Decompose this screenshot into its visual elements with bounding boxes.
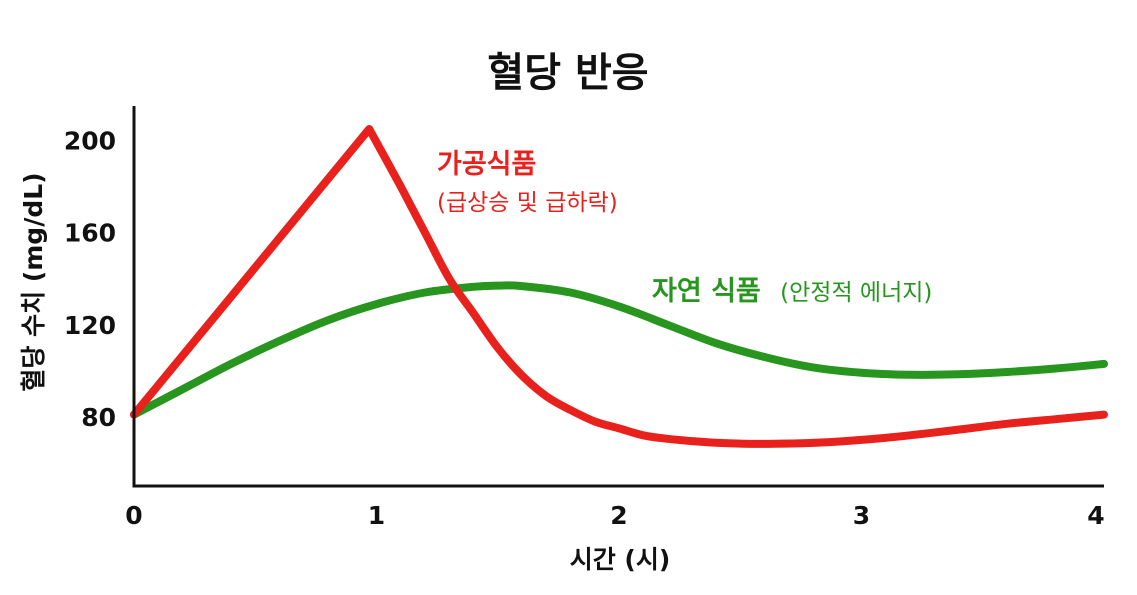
chart-title: 혈당 반응 bbox=[487, 50, 648, 96]
x-tick-label: 2 bbox=[610, 501, 627, 530]
x-tick-label: 0 bbox=[125, 501, 142, 530]
natural-food-line bbox=[130, 281, 1108, 419]
natural-food-label: 자연 식품 (안정적 에너지) bbox=[652, 276, 932, 307]
y-tick-label: 200 bbox=[64, 127, 116, 156]
x-tick-label: 1 bbox=[368, 501, 385, 530]
y-axis-title: 혈당 수치 (mg/dL) bbox=[19, 172, 48, 391]
natural-food-note: (안정적 에너지) bbox=[780, 280, 932, 306]
x-tick-label: 4 bbox=[1087, 501, 1104, 530]
x-tick-labels: 0 1 2 3 4 bbox=[125, 501, 1104, 530]
y-tick-label: 120 bbox=[64, 311, 116, 340]
processed-food-line bbox=[130, 125, 1108, 448]
processed-food-note: (급상승 및 급하락) bbox=[437, 190, 618, 216]
y-tick-label: 160 bbox=[64, 219, 116, 248]
natural-food-name: 자연 식품 bbox=[652, 276, 761, 307]
x-tick-label: 3 bbox=[853, 501, 870, 530]
y-tick-labels: 80 120 160 200 bbox=[64, 127, 116, 432]
x-axis-title: 시간 (시) bbox=[570, 545, 671, 574]
series-lines bbox=[130, 125, 1108, 448]
y-tick-label: 80 bbox=[81, 403, 116, 432]
processed-food-label: 가공식품 bbox=[437, 149, 536, 180]
